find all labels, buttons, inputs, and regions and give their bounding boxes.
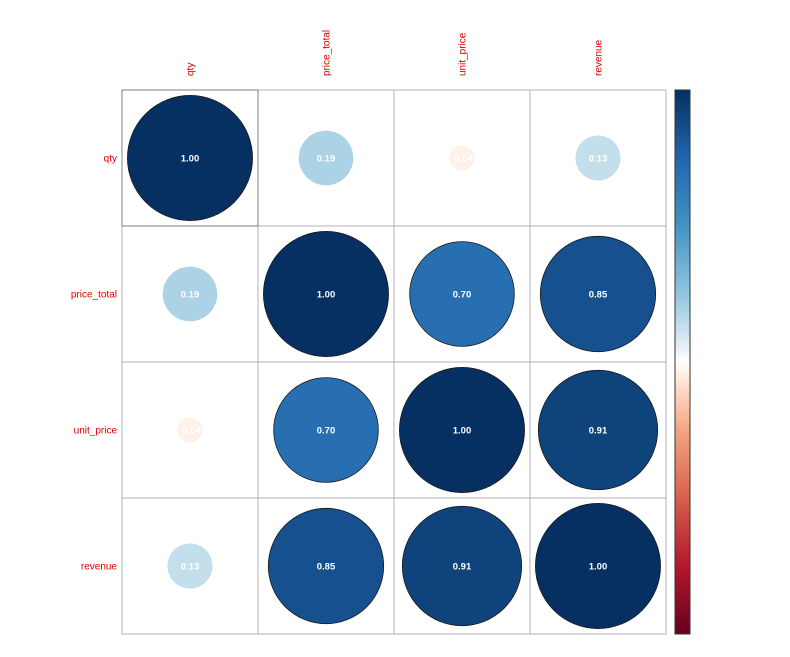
matrix-grid [121, 89, 667, 635]
correlation-circle-qty-qty [127, 95, 253, 221]
correlation-circle-revenue-qty [167, 543, 213, 589]
color-legend-gradient [675, 90, 690, 634]
correlation-circle-qty-unit_price [449, 145, 475, 171]
correlation-value-unit_price-revenue: 0.91 [589, 426, 608, 437]
correlation-value-revenue-price_total: 0.85 [317, 562, 336, 573]
correlation-circle-revenue-revenue [535, 503, 661, 629]
row-label-price_total: price_total [71, 290, 117, 301]
correlation-value-qty-revenue: 0.13 [589, 154, 608, 165]
correlation-value-qty-price_total: 0.19 [317, 154, 336, 165]
correlation-value-unit_price-qty: -0.04 [179, 426, 201, 437]
correlation-circle-qty-revenue [575, 135, 621, 181]
correlation-circle-price_total-qty [162, 266, 218, 322]
row-label-unit_price: unit_price [74, 426, 118, 437]
correlation-circle-revenue-price_total [267, 507, 385, 625]
column-label-qty: qty [186, 63, 197, 76]
correlation-circle-unit_price-price_total [273, 377, 379, 483]
correlation-circle-unit_price-unit_price [399, 367, 525, 493]
correlation-value-revenue-revenue: 1.00 [589, 562, 608, 573]
correlation-value-price_total-revenue: 0.85 [589, 290, 608, 301]
correlation-value-price_total-qty: 0.19 [181, 290, 200, 301]
column-label-revenue: revenue [594, 39, 605, 76]
correlation-value-qty-qty: 1.00 [181, 154, 200, 165]
correlation-value-price_total-unit_price: 0.70 [453, 290, 472, 301]
row-label-qty: qty [104, 154, 117, 165]
correlation-circle-unit_price-qty [177, 417, 203, 443]
correlation-circle-price_total-unit_price [409, 241, 515, 347]
correlation-value-unit_price-unit_price: 1.00 [453, 426, 472, 437]
correlation-circle-price_total-price_total [263, 231, 389, 357]
correlation-value-price_total-price_total: 1.00 [317, 290, 336, 301]
correlation-circle-price_total-revenue [539, 235, 657, 353]
color-legend [674, 89, 691, 635]
correlation-circle-qty-price_total [298, 130, 354, 186]
correlation-circle-unit_price-revenue [537, 369, 659, 491]
color-legend-frame [674, 89, 691, 635]
column-label-unit_price: unit_price [458, 32, 469, 76]
correlation-values: 1.00 0.19 -0.04 0.13 0.19 1.00 0.70 0.85 -0.04 0.… [179, 154, 608, 573]
matrix-cell-highlight [121, 89, 259, 227]
matrix-cell-revenue-revenue [529, 497, 667, 635]
correlation-circle-revenue-unit_price [401, 505, 523, 627]
correlation-value-qty-unit_price: -0.04 [451, 154, 473, 165]
row-label-revenue: revenue [81, 562, 118, 573]
correlation-circles [127, 95, 661, 629]
column-label-price_total: price_total [322, 30, 333, 76]
correlation-value-revenue-qty: 0.13 [181, 562, 200, 573]
correlation-value-revenue-unit_price: 0.91 [453, 562, 472, 573]
correlation-value-unit_price-price_total: 0.70 [317, 426, 336, 437]
